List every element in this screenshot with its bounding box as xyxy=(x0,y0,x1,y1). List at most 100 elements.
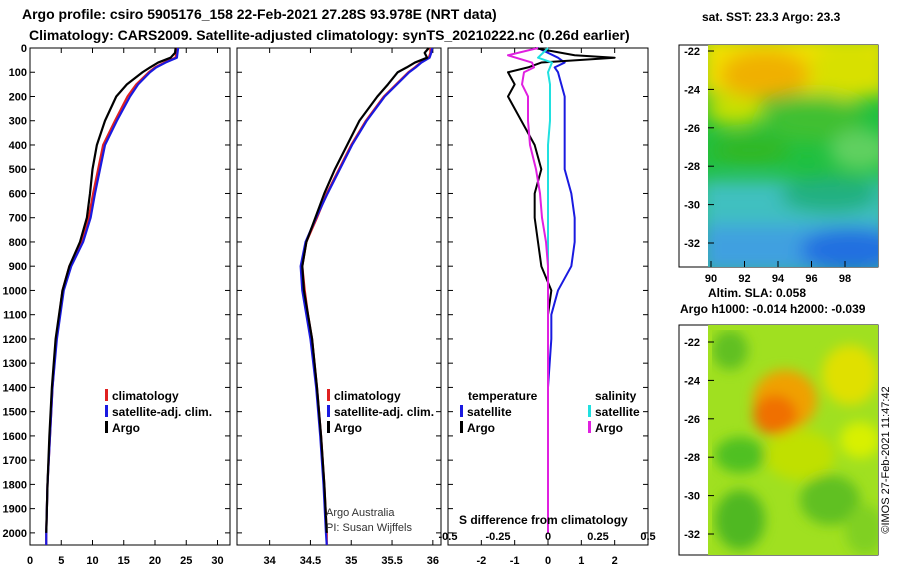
salinity-plot: 34 34.5 35 35.5 36 xyxy=(237,47,441,567)
salinity-legend: climatology satellite-adj. clim. Argo xyxy=(327,389,434,435)
x-tick-label: 0 xyxy=(27,555,33,567)
lat-tick-label: -22 xyxy=(684,46,700,58)
series-line-salinity-satellite xyxy=(537,47,553,533)
legend-label-climatology: climatology xyxy=(112,389,179,403)
legend-label-temp-satellite: satellite xyxy=(467,405,512,419)
legend-label-sal-satellite: satellite xyxy=(595,405,640,419)
lat-tick-label: -32 xyxy=(684,238,700,250)
depth-tick-label: 1500 xyxy=(3,407,27,419)
legend-swatch-sal-argo xyxy=(588,421,591,433)
series-line-climatology xyxy=(45,47,178,545)
legend-swatch-temp-argo xyxy=(460,421,463,433)
difference-plot: -2 -1 0 1 2 -0.5 -0.25 0 0.25 0.5 xyxy=(439,47,656,567)
legend-label-argo: Argo xyxy=(112,421,140,435)
legend-label-climatology: climatology xyxy=(334,389,401,403)
x-tick-label: 36 xyxy=(427,555,439,567)
lat-tick-label: -28 xyxy=(684,452,700,464)
lat-tick-label: -28 xyxy=(684,161,700,173)
depth-tick-label: 2000 xyxy=(3,528,27,540)
temperature-panel-frame xyxy=(29,47,231,546)
legend-swatch-argo xyxy=(327,421,330,433)
legend-title-temperature: temperature xyxy=(468,389,538,403)
lat-tick-label: -26 xyxy=(684,414,700,426)
sla-map xyxy=(678,324,879,556)
difference-xlabel: S difference from climatology xyxy=(459,513,628,527)
depth-tick-label: 1700 xyxy=(3,455,27,467)
sst-map-title: sat. SST: 23.3 Argo: 23.3 xyxy=(702,10,841,24)
salinity-diff-tick-label: 0.25 xyxy=(587,531,608,543)
sla-map-lat-axis: -22 -24 -26 -28 -30 -32 xyxy=(684,337,714,541)
depth-tick-label: 100 xyxy=(9,67,27,79)
legend-swatch-satellite xyxy=(327,405,330,417)
legend-swatch-temp-satellite xyxy=(460,405,463,417)
legend-label-satellite: satellite-adj. clim. xyxy=(112,405,212,419)
depth-tick-label: 200 xyxy=(9,91,27,103)
depth-tick-label: 600 xyxy=(9,188,27,200)
difference-legend: temperature salinity satellite Argo sate… xyxy=(460,389,640,435)
depth-tick-label: 1200 xyxy=(3,334,27,346)
x-tick-label: 30 xyxy=(211,555,223,567)
series-line-salinity-argo xyxy=(507,47,549,533)
sla-map-title-2: Argo h1000: -0.014 h2000: -0.039 xyxy=(680,302,866,316)
legend-title-salinity: salinity xyxy=(595,389,637,403)
series-line-satellite-adj-clim- xyxy=(299,47,434,546)
title-line-2: Climatology: CARS2009. Satellite-adjuste… xyxy=(29,27,630,43)
x-tick-label: 10 xyxy=(86,555,98,567)
title-line-1: Argo profile: csiro 5905176_158 22-Feb-2… xyxy=(22,6,497,22)
x-tick-label: 2 xyxy=(612,555,618,567)
x-tick-label: 1 xyxy=(578,555,584,567)
lon-tick-label: 92 xyxy=(738,273,750,285)
salinity-diff-tick-label: 0.5 xyxy=(640,531,655,543)
salinity-diff-tick-label: 0 xyxy=(545,531,551,543)
lon-tick-label: 94 xyxy=(772,273,785,285)
series-line-argo xyxy=(301,47,430,533)
depth-tick-label: 1400 xyxy=(3,382,27,394)
depth-tick-label: 1100 xyxy=(3,310,27,322)
series-line-temperature-satellite xyxy=(537,47,576,533)
salinity-panel-frame xyxy=(236,47,442,546)
lat-tick-label: -24 xyxy=(684,375,701,387)
salinity-diff-tick-label: -0.25 xyxy=(485,531,510,543)
depth-tick-label: 400 xyxy=(9,140,27,152)
lat-tick-label: -26 xyxy=(684,123,700,135)
temperature-plot: 0100200300400500600700800900100011001200… xyxy=(3,43,230,567)
legend-swatch-sal-satellite xyxy=(588,405,591,417)
depth-tick-label: 1300 xyxy=(3,358,27,370)
credit-argo-australia: Argo Australia xyxy=(326,507,395,519)
lat-tick-label: -30 xyxy=(684,491,700,503)
x-tick-label: 15 xyxy=(118,555,130,567)
legend-swatch-climatology xyxy=(327,389,330,401)
legend-swatch-satellite xyxy=(105,405,108,417)
x-tick-label: 25 xyxy=(180,555,192,567)
depth-tick-label: 800 xyxy=(9,237,27,249)
legend-label-sal-argo: Argo xyxy=(595,421,623,435)
depth-tick-label: 900 xyxy=(9,261,27,273)
series-line-argo xyxy=(45,47,177,533)
depth-tick-label: 1000 xyxy=(3,285,27,297)
lon-tick-label: 98 xyxy=(839,273,851,285)
legend-swatch-climatology xyxy=(105,389,108,401)
legend-label-satellite: satellite-adj. clim. xyxy=(334,405,434,419)
x-tick-label: 0 xyxy=(545,555,551,567)
sla-map-title-1: Altim. SLA: 0.058 xyxy=(708,286,807,300)
series-line-satellite-adj-clim- xyxy=(45,47,180,545)
lon-tick-label: 90 xyxy=(705,273,717,285)
temperature-legend: climatology satellite-adj. clim. Argo xyxy=(105,389,212,435)
lat-tick-label: -32 xyxy=(684,529,700,541)
credit-pi: PI: Susan Wijffels xyxy=(326,522,412,534)
x-tick-label: -1 xyxy=(510,555,520,567)
depth-tick-label: 0 xyxy=(21,43,27,55)
x-tick-label: 5 xyxy=(58,555,64,567)
legend-label-argo: Argo xyxy=(334,421,362,435)
depth-tick-label: 1800 xyxy=(3,479,27,491)
depth-tick-label: 1900 xyxy=(3,504,27,516)
lon-tick-label: 96 xyxy=(805,273,817,285)
legend-swatch-argo xyxy=(105,421,108,433)
series-line-temperature-argo xyxy=(507,47,616,533)
x-tick-label: -2 xyxy=(476,555,486,567)
salinity-diff-tick-label: -0.5 xyxy=(439,531,458,543)
sst-map-lat-axis: -22 -24 -26 -28 -30 -32 xyxy=(684,46,714,250)
x-tick-label: 20 xyxy=(149,555,161,567)
lat-tick-label: -22 xyxy=(684,337,700,349)
